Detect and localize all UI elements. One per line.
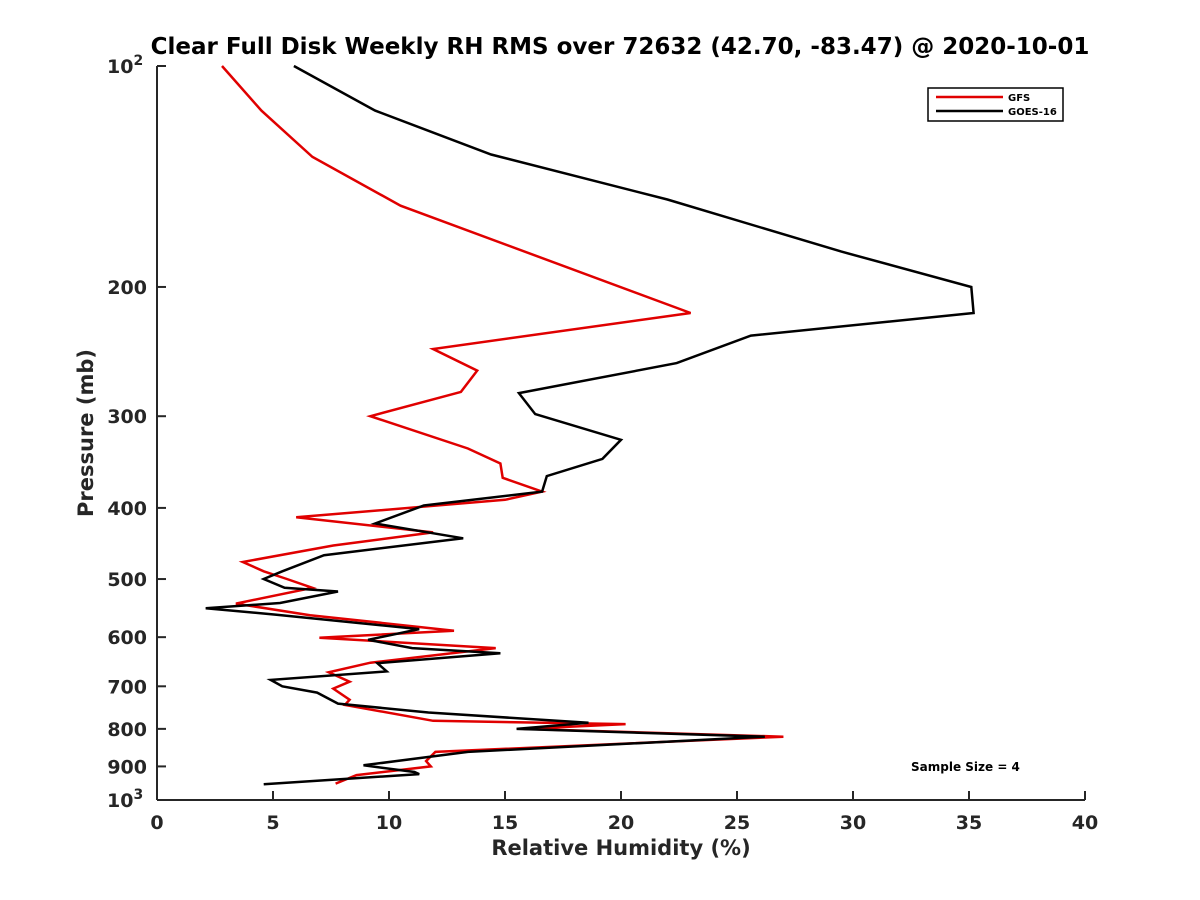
plot-area: 0 5 10 15 20 25 30 35 40 102 200 300 400 500 600 700 80… <box>107 53 1098 834</box>
x-tick-label: 25 <box>724 812 750 834</box>
x-tick-label: 35 <box>956 812 982 834</box>
series-line-goes-16 <box>205 64 975 786</box>
legend: GFS GOES-16 <box>927 87 1064 122</box>
sample-size-annotation: Sample Size = 4 <box>911 760 1020 774</box>
legend-label-gfs: GFS <box>1008 93 1030 104</box>
x-tick-label: 40 <box>1072 812 1098 834</box>
legend-box <box>927 87 1064 122</box>
series-line-gfs <box>221 65 784 785</box>
x-tick-label: 30 <box>840 812 866 834</box>
y-tick-label: 102 <box>107 53 143 78</box>
y-tick-label: 600 <box>107 627 147 649</box>
y-tick-label: 400 <box>107 498 147 520</box>
y-tick-label: 300 <box>107 406 147 428</box>
x-tick-label: 10 <box>376 812 402 834</box>
y-tick-label: 200 <box>107 277 147 299</box>
y-tick-label: 900 <box>107 756 147 778</box>
y-tick-label: 700 <box>107 676 147 698</box>
y-tick-label: 800 <box>107 719 147 741</box>
y-axis-ticks: 102 200 300 400 500 600 700 800 900 103 <box>107 53 166 812</box>
series-layer <box>205 64 975 786</box>
x-tick-label: 5 <box>266 812 279 834</box>
y-tick-label: 103 <box>107 787 143 812</box>
x-axis-ticks: 0 5 10 15 20 25 30 35 40 <box>150 791 1098 834</box>
y-axis-label: Pressure (mb) <box>74 349 98 517</box>
x-tick-label: 0 <box>150 812 163 834</box>
plot-frame <box>157 66 1085 801</box>
x-axis-label: Relative Humidity (%) <box>491 836 750 860</box>
x-tick-label: 20 <box>608 812 634 834</box>
chart-title: Clear Full Disk Weekly RH RMS over 72632… <box>151 34 1090 60</box>
x-tick-label: 15 <box>492 812 518 834</box>
legend-label-goes16: GOES-16 <box>1008 107 1057 118</box>
y-tick-label: 500 <box>107 569 147 591</box>
